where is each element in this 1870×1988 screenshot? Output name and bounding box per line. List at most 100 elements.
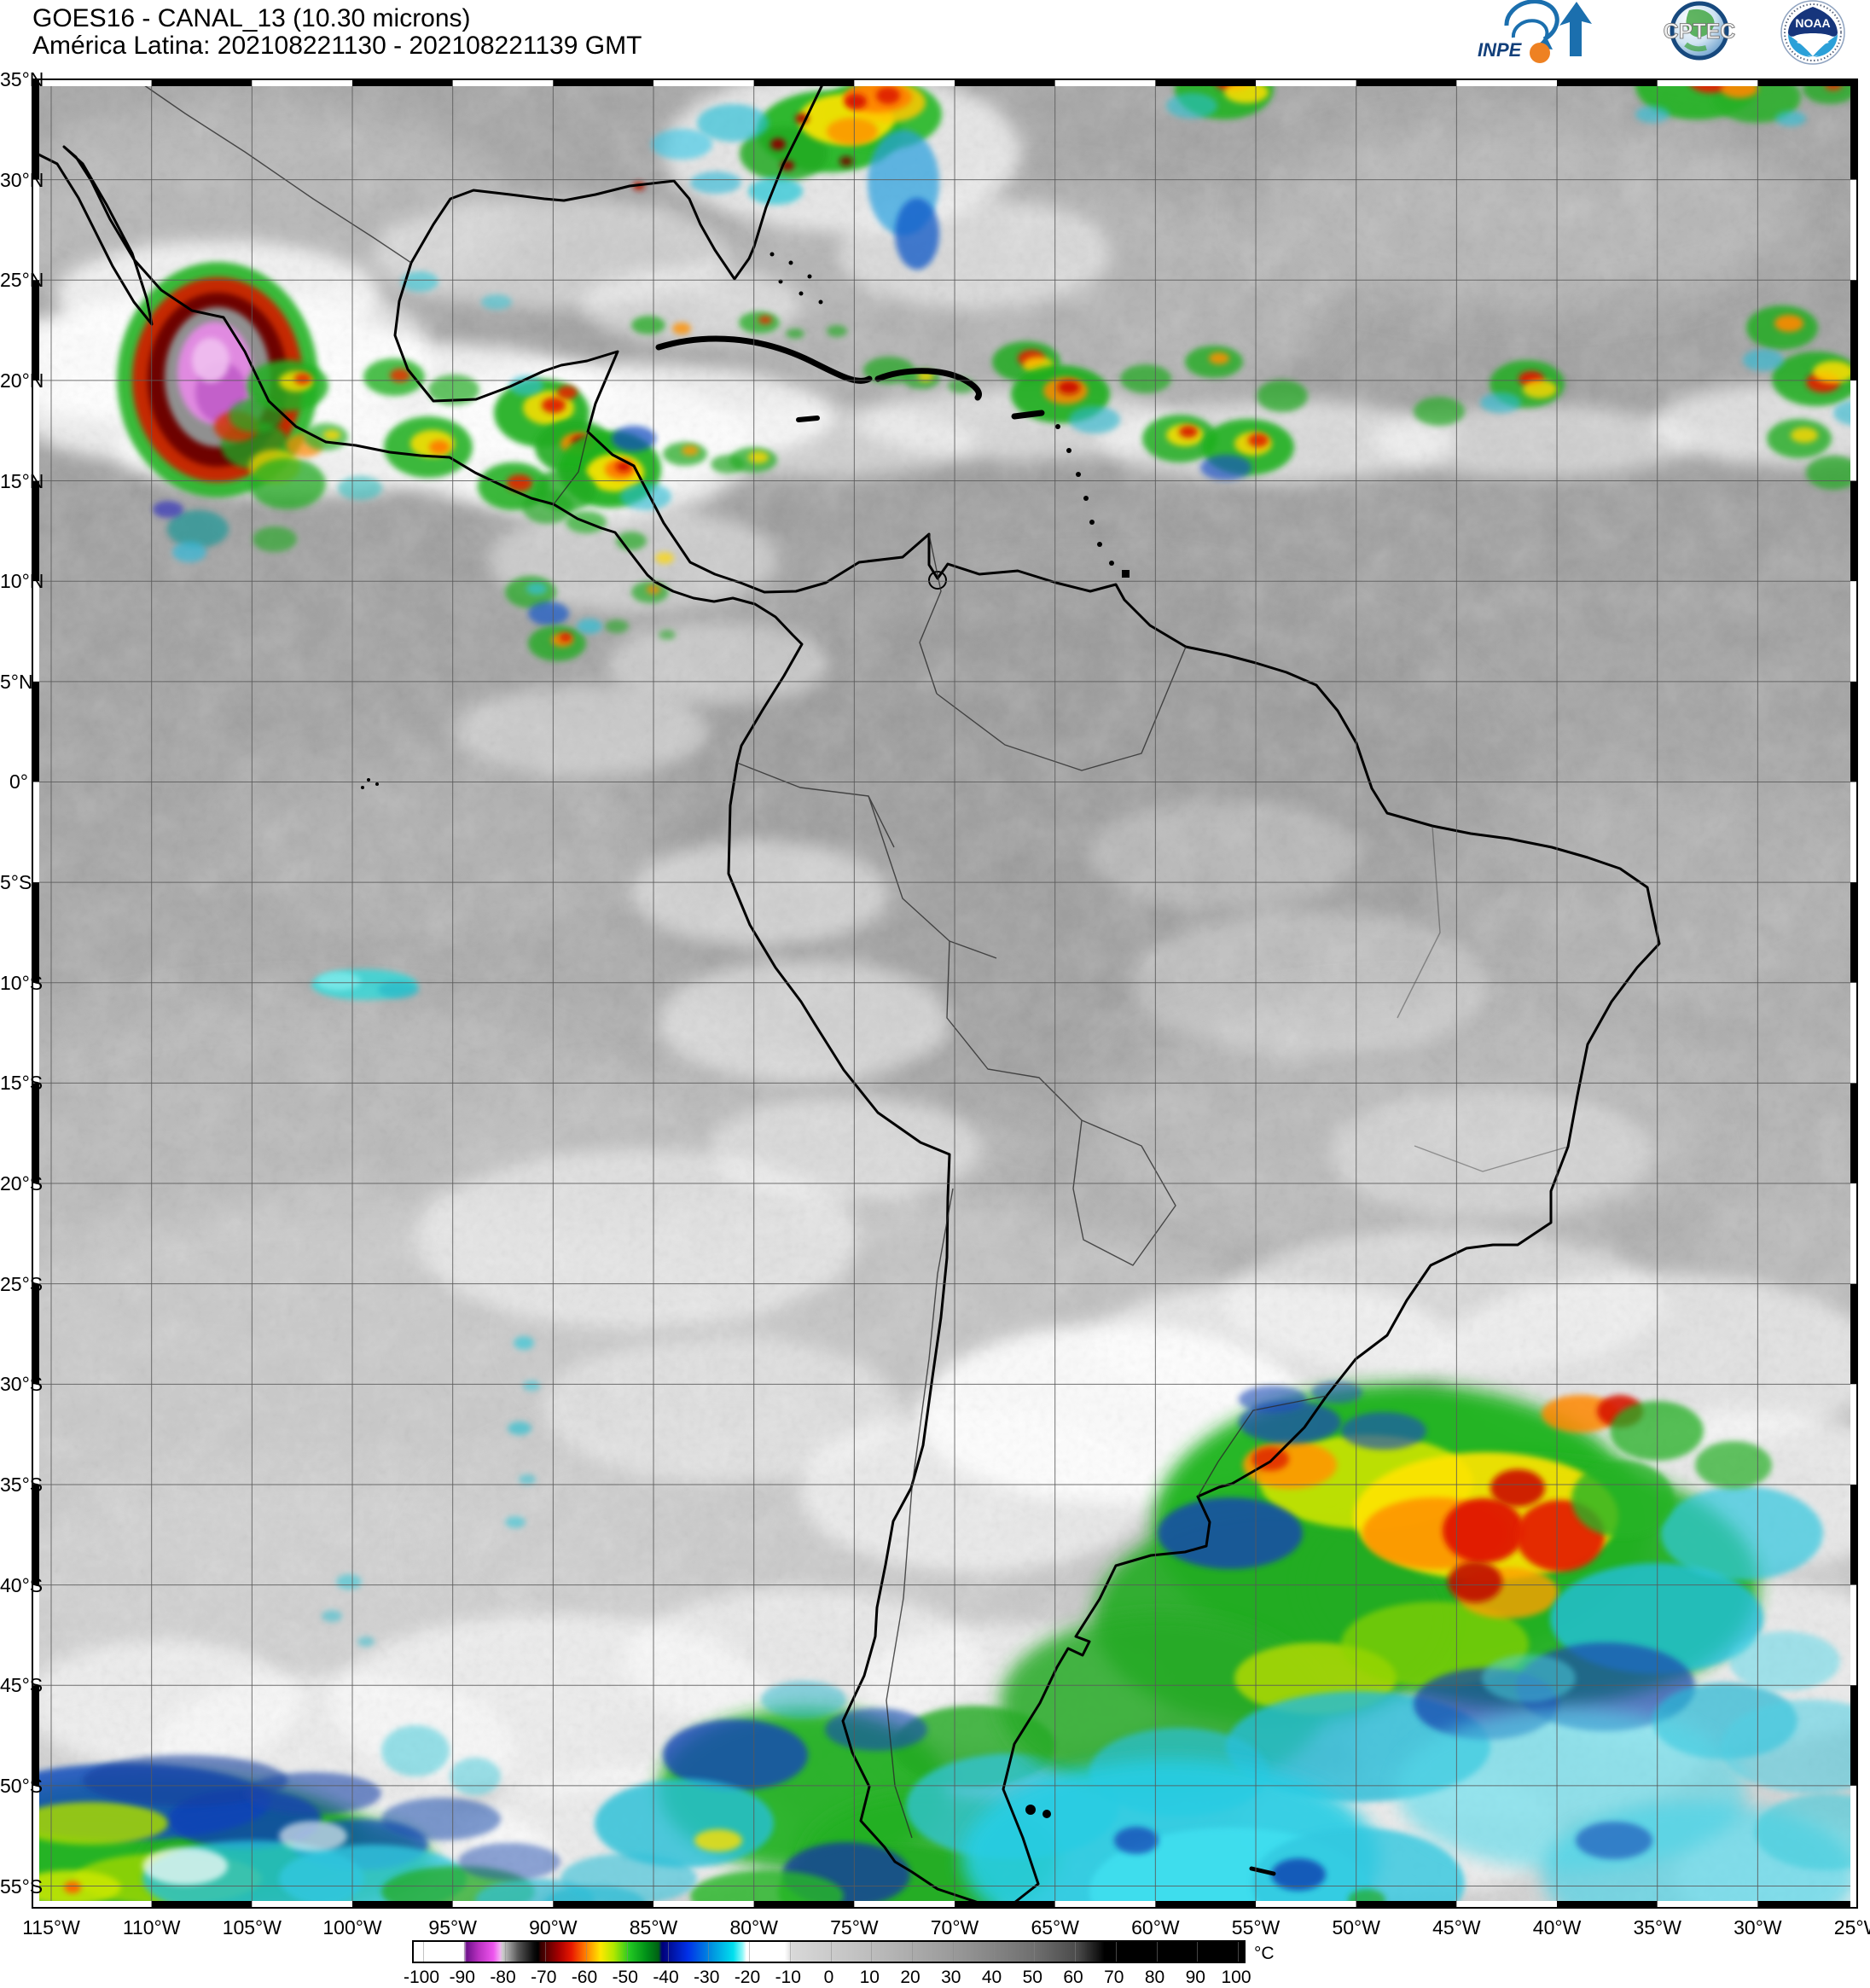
- colorbar-tick-mark: [1238, 1942, 1239, 1962]
- lon-label: 115°W: [22, 1916, 80, 1939]
- lon-label: 35°W: [1633, 1916, 1681, 1939]
- colorbar-tick-mark: [912, 1942, 913, 1962]
- lon-label: 85°W: [629, 1916, 678, 1939]
- colorbar-unit-label: °C: [1254, 1944, 1275, 1963]
- lat-label: 45°S: [0, 1674, 44, 1697]
- noaa-logo: NOAA: [1780, 0, 1845, 65]
- product-subtitle-daterange: América Latina: 202108221130 - 202108221…: [32, 32, 642, 60]
- lat-label: 35°S: [0, 1473, 44, 1496]
- lat-label: 25°N: [0, 269, 44, 292]
- colorbar-tick-label: -90: [449, 1968, 475, 1987]
- colorbar-tick-label: 60: [1063, 1968, 1083, 1987]
- colorbar-tick-mark: [423, 1942, 424, 1962]
- lake-maracaibo: [928, 571, 947, 590]
- colorbar-tick-mark: [667, 1942, 669, 1962]
- colorbar-tick-label: 100: [1221, 1968, 1252, 1987]
- colorbar-tick-mark: [1115, 1942, 1117, 1962]
- lon-label: 45°W: [1432, 1916, 1481, 1939]
- temperature-colorbar: [412, 1940, 1246, 1963]
- coastline-hispaniola: [874, 368, 982, 401]
- coastline-jamaica: [796, 416, 820, 422]
- colorbar-tick-mark: [1156, 1942, 1158, 1962]
- noaa-logo-text: NOAA: [1795, 16, 1830, 30]
- colorbar-tick-label: 80: [1144, 1968, 1165, 1987]
- cptec-logo-text: CPTEC: [1664, 20, 1736, 44]
- lat-label: 0°: [9, 770, 28, 793]
- noaa-emblem-icon: [1780, 0, 1845, 65]
- lon-label: 25°W: [1833, 1916, 1870, 1939]
- colorbar-tick-label: 50: [1022, 1968, 1042, 1987]
- lat-label: 20°S: [0, 1172, 44, 1195]
- lat-label: 30°N: [0, 168, 44, 191]
- colorbar-tick-mark: [1075, 1942, 1076, 1962]
- lon-label: 30°W: [1734, 1916, 1782, 1939]
- lat-label: 30°S: [0, 1373, 44, 1396]
- colorbar-tick-mark: [1197, 1942, 1199, 1962]
- lat-label: 20°N: [0, 369, 44, 392]
- colorbar-tick-label: -10: [775, 1968, 801, 1987]
- colorbar-tick-mark: [830, 1942, 832, 1962]
- lon-label: 95°W: [428, 1916, 477, 1939]
- colorbar-tick-label: -70: [531, 1968, 557, 1987]
- lon-label: 65°W: [1031, 1916, 1079, 1939]
- colorbar-tick-label: -80: [490, 1968, 516, 1987]
- colorbar-tick-label: 90: [1185, 1968, 1205, 1987]
- colorbar-tick-label: -100: [403, 1968, 440, 1987]
- colorbar-tick-label: -50: [612, 1968, 638, 1987]
- satellite-image: [0, 51, 1870, 1956]
- colorbar-tick-label: 0: [823, 1968, 834, 1987]
- colorbar-tick-mark: [626, 1942, 628, 1962]
- satellite-map: [0, 51, 1870, 1956]
- colorbar-tick-label: -60: [571, 1968, 598, 1987]
- lat-label: 55°S: [0, 1875, 44, 1898]
- islands-layer: [361, 252, 1130, 1818]
- coastline-puerto-rico: [1011, 410, 1045, 420]
- lon-label: 60°W: [1131, 1916, 1180, 1939]
- colorbar-tick-mark: [504, 1942, 506, 1962]
- colorbar-tick-mark: [871, 1942, 873, 1962]
- colorbar-tick-label: -40: [653, 1968, 679, 1987]
- lat-label: 5°N: [0, 670, 33, 693]
- colorbar-tick-label: 20: [900, 1968, 920, 1987]
- colorbar-tick-mark: [708, 1942, 710, 1962]
- colorbar-tick-label: 10: [859, 1968, 880, 1987]
- lat-label: 40°S: [0, 1573, 44, 1596]
- coastline-americas: [30, 78, 1661, 1908]
- lon-label: 40°W: [1532, 1916, 1582, 1939]
- coastline-south-georgia: [1249, 1866, 1276, 1876]
- lat-label: 15°N: [0, 469, 44, 492]
- lat-label: 25°S: [0, 1272, 44, 1295]
- lat-label: 15°S: [0, 1072, 44, 1095]
- colorbar-tick-label: -20: [734, 1968, 761, 1987]
- colorbar-tick-mark: [789, 1942, 791, 1962]
- inpe-logo-text: INPE: [1478, 39, 1523, 61]
- colorbar-tick-label: 70: [1104, 1968, 1124, 1987]
- colorbar-tick-mark: [749, 1942, 750, 1962]
- lon-label: 105°W: [222, 1916, 282, 1939]
- lon-label: 75°W: [830, 1916, 879, 1939]
- lon-label: 110°W: [122, 1916, 181, 1939]
- colorbar-tick-mark: [586, 1942, 587, 1962]
- coastline-cuba: [655, 335, 873, 384]
- lon-label: 55°W: [1231, 1916, 1281, 1939]
- colorbar-tick-mark: [993, 1942, 995, 1962]
- lat-label: 5°S: [0, 871, 32, 894]
- country-borders-layer: [135, 78, 1569, 1839]
- lat-label: 10°N: [0, 570, 44, 593]
- colorbar-tick-mark: [463, 1942, 465, 1962]
- lon-label: 50°W: [1332, 1916, 1380, 1939]
- colorbar-tick-mark: [952, 1942, 954, 1962]
- lat-label: 35°N: [0, 68, 44, 90]
- lon-label: 80°W: [729, 1916, 778, 1939]
- cptec-logo: CPTEC: [1663, 1, 1736, 61]
- product-title: GOES16 - CANAL_13 (10.30 microns): [32, 4, 471, 32]
- colorbar-tick-label: -30: [694, 1968, 720, 1987]
- lon-label: 70°W: [930, 1916, 979, 1939]
- colorbar-tick-label: 40: [981, 1968, 1002, 1987]
- coastline-layer: [30, 78, 1661, 1908]
- cptec-globe-icon: [1670, 1, 1729, 61]
- colorbar-tick-label: 30: [941, 1968, 961, 1987]
- map-outline: [32, 78, 1858, 1909]
- map-border-frame: [32, 78, 1858, 1909]
